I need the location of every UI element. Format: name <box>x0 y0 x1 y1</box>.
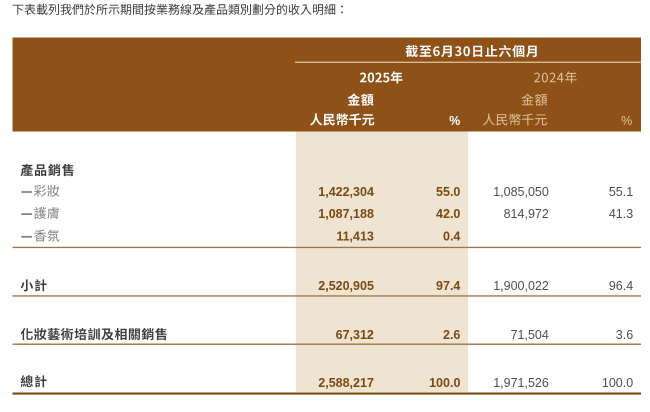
svg-text:11,413: 11,413 <box>336 230 374 244</box>
svg-text:67,312: 67,312 <box>336 328 374 342</box>
svg-text:71,504: 71,504 <box>511 328 549 342</box>
svg-text:41.3: 41.3 <box>609 207 633 221</box>
svg-text:%: % <box>449 114 460 128</box>
svg-text:100.0: 100.0 <box>602 376 633 390</box>
svg-text:2,588,217: 2,588,217 <box>318 376 374 390</box>
svg-text:2.6: 2.6 <box>443 328 460 342</box>
svg-text:%: % <box>621 114 632 128</box>
svg-text:1,422,304: 1,422,304 <box>318 185 374 199</box>
svg-text:0.4: 0.4 <box>443 230 460 244</box>
svg-text:42.0: 42.0 <box>436 207 460 221</box>
svg-text:814,972: 814,972 <box>504 207 549 221</box>
svg-text:1,900,022: 1,900,022 <box>493 279 549 293</box>
svg-text:100.0: 100.0 <box>429 376 460 390</box>
svg-text:2,520,905: 2,520,905 <box>318 279 374 293</box>
svg-text:1,085,050: 1,085,050 <box>493 185 549 199</box>
svg-text:55.0: 55.0 <box>436 185 460 199</box>
svg-text:3.6: 3.6 <box>616 328 633 342</box>
svg-text:55.1: 55.1 <box>609 185 633 199</box>
svg-text:97.4: 97.4 <box>436 279 460 293</box>
svg-text:96.4: 96.4 <box>609 279 633 293</box>
svg-text:1,087,188: 1,087,188 <box>318 207 374 221</box>
svg-text:1,971,526: 1,971,526 <box>493 376 549 390</box>
